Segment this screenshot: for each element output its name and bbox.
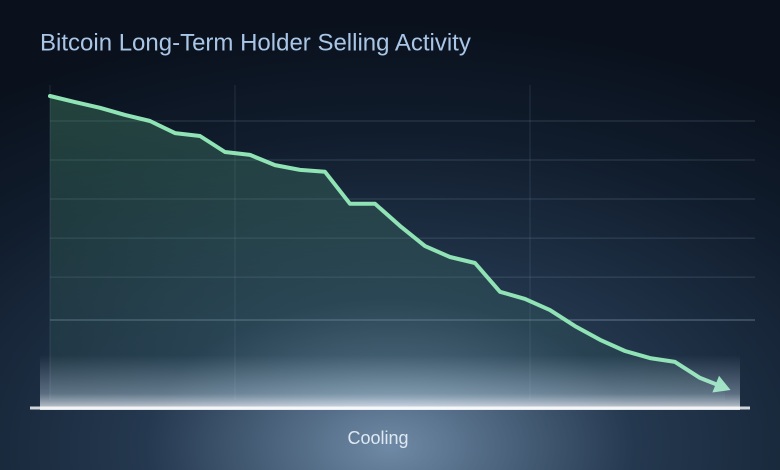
plot-area (48, 85, 755, 400)
x-axis-label: Cooling (347, 428, 408, 448)
frost (40, 355, 740, 410)
chart-title: Bitcoin Long-Term Holder Selling Activit… (40, 29, 471, 56)
line (48, 94, 727, 390)
area (50, 96, 725, 400)
